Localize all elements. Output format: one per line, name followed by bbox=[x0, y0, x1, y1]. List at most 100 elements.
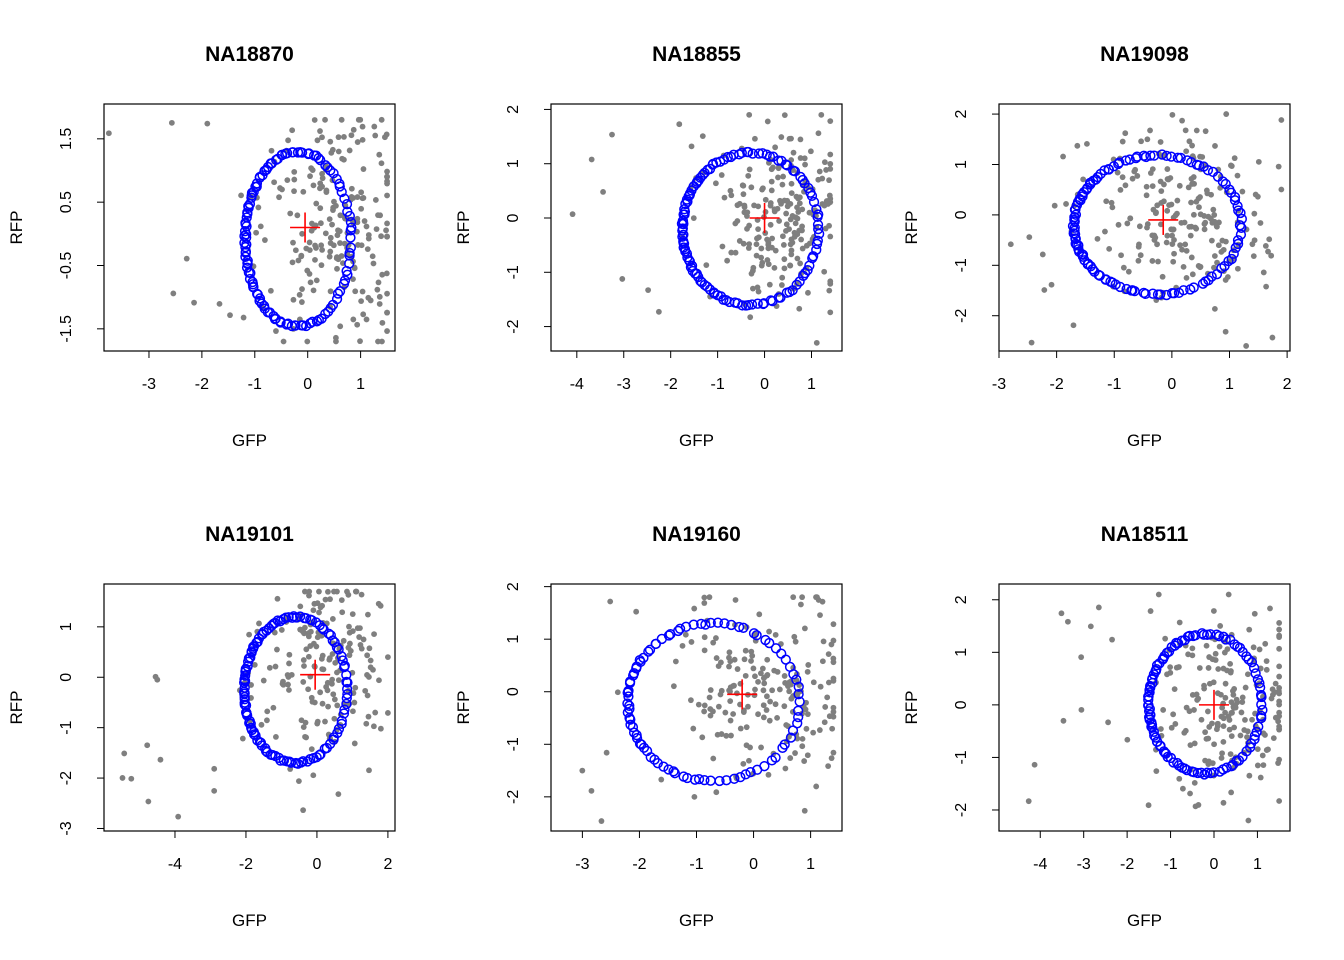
cell-point bbox=[1031, 761, 1038, 768]
cell-point bbox=[1214, 690, 1221, 697]
cell-point bbox=[719, 243, 726, 250]
fit-point bbox=[1202, 629, 1213, 640]
chart-title: NA18870 bbox=[205, 43, 294, 66]
fit-point bbox=[624, 700, 635, 711]
cell-point bbox=[355, 116, 362, 123]
cell-point bbox=[262, 237, 268, 243]
cell-point bbox=[327, 248, 334, 255]
cell-point bbox=[297, 626, 304, 633]
cell-point bbox=[788, 190, 795, 197]
fit-point bbox=[746, 299, 758, 310]
cell-point bbox=[271, 629, 278, 636]
y-axis-label: RFP bbox=[902, 691, 921, 725]
fit-point bbox=[307, 316, 318, 327]
fit-point bbox=[760, 634, 771, 646]
cell-point bbox=[335, 148, 342, 155]
cell-point bbox=[211, 787, 218, 794]
cell-point bbox=[781, 265, 788, 272]
fit-point bbox=[1211, 269, 1223, 280]
cell-point bbox=[827, 309, 834, 316]
cell-point bbox=[319, 666, 326, 673]
cell-point bbox=[1195, 695, 1202, 702]
fit-point bbox=[1130, 152, 1142, 164]
cell-point bbox=[774, 669, 781, 675]
cell-point bbox=[257, 223, 264, 230]
cell-point bbox=[780, 233, 786, 240]
cell-point bbox=[772, 247, 779, 254]
cell-point bbox=[778, 282, 785, 288]
cell-point bbox=[707, 687, 714, 693]
cell-point bbox=[1246, 772, 1253, 779]
x-tick-label: -2 bbox=[195, 376, 209, 393]
cell-point bbox=[830, 655, 837, 662]
cell-point bbox=[383, 227, 389, 234]
cell-point bbox=[766, 628, 773, 635]
cell-point bbox=[350, 316, 357, 323]
cell-point bbox=[758, 744, 764, 751]
fit-point bbox=[1196, 628, 1208, 639]
cell-point bbox=[727, 717, 734, 724]
fit-point bbox=[714, 775, 725, 787]
cell-point bbox=[268, 147, 275, 154]
cell-point bbox=[1147, 170, 1154, 176]
cell-point bbox=[313, 643, 320, 650]
cell-point bbox=[374, 286, 381, 293]
fit-point bbox=[1249, 734, 1260, 745]
cell-point bbox=[799, 594, 806, 601]
cell-point bbox=[326, 216, 333, 223]
cell-point bbox=[317, 220, 324, 227]
cell-point bbox=[776, 686, 783, 693]
cell-point bbox=[357, 625, 363, 631]
fit-point bbox=[719, 618, 730, 629]
cell-point bbox=[366, 674, 372, 680]
cell-point bbox=[1276, 684, 1283, 691]
cell-point bbox=[291, 176, 298, 183]
cell-point bbox=[316, 609, 322, 616]
cell-point bbox=[1154, 241, 1160, 248]
cell-point bbox=[267, 287, 274, 294]
fit-point bbox=[1228, 248, 1239, 259]
cell-point bbox=[311, 600, 318, 607]
cell-point bbox=[310, 182, 317, 189]
cell-point bbox=[1260, 762, 1267, 769]
cell-point bbox=[385, 710, 391, 716]
cell-point bbox=[308, 165, 315, 172]
fit-point bbox=[793, 689, 804, 700]
cell-point bbox=[1078, 706, 1085, 713]
x-tick-label: 1 bbox=[1253, 856, 1262, 873]
cell-point bbox=[713, 655, 720, 661]
cell-point bbox=[1143, 183, 1150, 190]
cell-point bbox=[335, 134, 342, 141]
cell-point bbox=[760, 714, 767, 721]
cell-point bbox=[701, 647, 708, 654]
cell-point bbox=[360, 311, 367, 318]
cell-point bbox=[1228, 789, 1235, 796]
cell-point bbox=[688, 697, 694, 704]
cell-point bbox=[1193, 127, 1200, 134]
fit-point bbox=[668, 766, 679, 777]
cell-point bbox=[375, 279, 382, 286]
fit-point bbox=[346, 222, 357, 233]
cell-point bbox=[1222, 709, 1229, 716]
x-tick-label: -1 bbox=[711, 376, 725, 393]
cell-point bbox=[319, 134, 325, 141]
cell-point bbox=[805, 662, 812, 668]
x-tick-label: 0 bbox=[303, 376, 312, 393]
x-tick-label: -4 bbox=[168, 856, 182, 873]
cell-point bbox=[1201, 226, 1208, 233]
panel-5: NA18511 -4 -3 -2 -1 0 1 -2 -1 0 1 2 GFP RFP bbox=[902, 523, 1291, 930]
cell-point bbox=[830, 708, 837, 715]
fit-point bbox=[1145, 150, 1156, 161]
cell-point bbox=[303, 245, 310, 252]
cell-point bbox=[827, 160, 834, 167]
cell-point bbox=[762, 196, 769, 203]
cell-point bbox=[239, 735, 246, 742]
x-tick-label: -4 bbox=[570, 376, 584, 393]
cell-point bbox=[830, 621, 837, 628]
fit-point bbox=[752, 298, 763, 309]
fit-point bbox=[1226, 761, 1237, 772]
fit-point bbox=[811, 204, 822, 215]
cell-point bbox=[1174, 210, 1180, 217]
x-tick-label: -2 bbox=[239, 856, 253, 873]
y-tick-label: 2 bbox=[505, 582, 522, 591]
